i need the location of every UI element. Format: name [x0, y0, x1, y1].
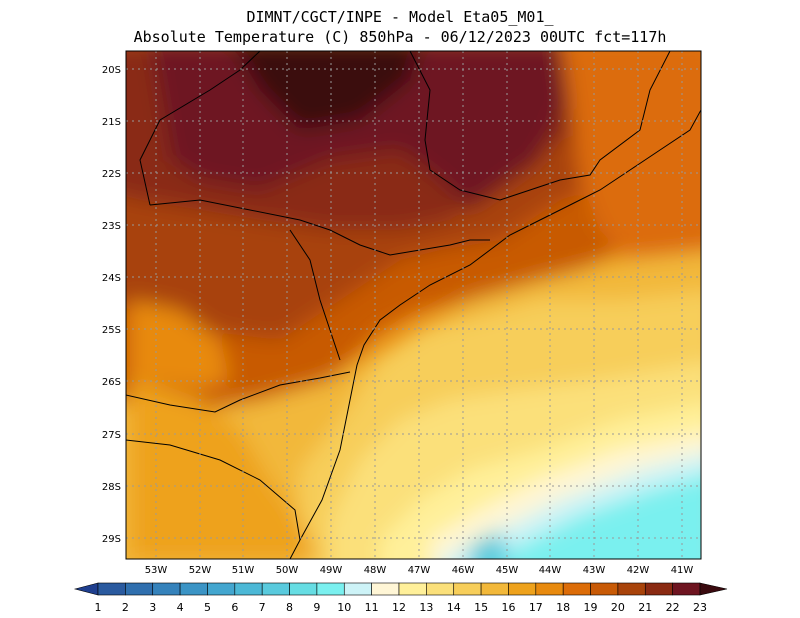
lat-label: 28S	[102, 482, 121, 493]
colorbar-label: 19	[584, 601, 598, 614]
colorbar-label: 17	[529, 601, 543, 614]
colorbar-swatch	[234, 582, 263, 596]
colorbar-label: 11	[365, 601, 379, 614]
colorbar-arrow-high	[699, 582, 728, 596]
colorbar-label: 5	[204, 601, 211, 614]
colorbar-swatch	[617, 582, 646, 596]
lon-label: 47W	[408, 565, 431, 576]
colorbar-swatch	[672, 582, 701, 596]
lon-label: 50W	[276, 565, 299, 576]
title-line-2: Absolute Temperature (C) 850hPa - 06/12/…	[134, 28, 667, 46]
colorbar-swatch	[125, 582, 154, 596]
lon-label: 46W	[452, 565, 475, 576]
lat-label: 21S	[102, 117, 121, 128]
longitude-labels: 53W 52W 51W 50W 49W 48W 47W 46W 45W 44W …	[145, 565, 694, 576]
colorbar: 1 2 3 4 5 6 7 8 9 10 11 12 13 14 15 16 17 18 19 20 21 22 23	[73, 582, 728, 614]
colorbar-label: 20	[611, 601, 625, 614]
colorbar-swatch	[508, 582, 537, 596]
lat-label: 22S	[102, 169, 121, 180]
colorbar-swatch	[562, 582, 591, 596]
colorbar-label: 14	[447, 601, 461, 614]
colorbar-label: 12	[392, 601, 406, 614]
colorbar-swatch	[480, 582, 509, 596]
colorbar-label: 6	[231, 601, 238, 614]
title-line-1: DIMNT/CGCT/INPE - Model Eta05_M01_	[246, 8, 554, 26]
colorbar-swatch	[261, 582, 290, 596]
lon-label: 42W	[627, 565, 650, 576]
colorbar-label: 13	[419, 601, 433, 614]
colorbar-label: 23	[693, 601, 707, 614]
colorbar-swatch	[316, 582, 345, 596]
lat-label: 29S	[102, 534, 121, 545]
temperature-field	[126, 51, 701, 559]
colorbar-swatch	[371, 582, 400, 596]
colorbar-swatch	[289, 582, 318, 596]
colorbar-arrow-low	[73, 582, 99, 596]
colorbar-label: 2	[122, 601, 129, 614]
gridlines	[126, 51, 701, 559]
colorbar-swatch	[97, 582, 126, 596]
lat-label: 24S	[102, 273, 121, 284]
colorbar-label: 15	[474, 601, 488, 614]
lat-label: 23S	[102, 221, 121, 232]
colorbar-swatch	[535, 582, 564, 596]
map-frame	[125, 50, 702, 560]
lat-label: 20S	[102, 65, 121, 76]
lat-label: 25S	[102, 325, 121, 336]
colorbar-swatch	[207, 582, 236, 596]
colorbar-label: 7	[259, 601, 266, 614]
lon-label: 41W	[671, 565, 694, 576]
colorbar-label: 10	[337, 601, 351, 614]
colorbar-label: 4	[177, 601, 184, 614]
lon-label: 53W	[145, 565, 168, 576]
colorbar-swatch	[343, 582, 372, 596]
colorbar-label: 18	[556, 601, 570, 614]
colorbar-swatch	[453, 582, 482, 596]
lat-label: 26S	[102, 377, 121, 388]
colorbar-label: 16	[501, 601, 515, 614]
colorbar-swatch	[179, 582, 208, 596]
lon-label: 52W	[189, 565, 212, 576]
lon-label: 48W	[364, 565, 387, 576]
colorbar-label: 21	[638, 601, 652, 614]
lon-label: 49W	[320, 565, 343, 576]
colorbar-swatch	[590, 582, 619, 596]
lon-label: 51W	[232, 565, 255, 576]
colorbar-label: 1	[95, 601, 102, 614]
lon-label: 45W	[496, 565, 519, 576]
lon-label: 44W	[539, 565, 562, 576]
colorbar-label: 9	[313, 601, 320, 614]
lon-label: 43W	[583, 565, 606, 576]
colorbar-swatch	[152, 582, 181, 596]
colorbar-label: 22	[666, 601, 680, 614]
colorbar-swatch	[426, 582, 455, 596]
colorbar-swatch	[398, 582, 427, 596]
colorbar-swatch	[644, 582, 673, 596]
colorbar-label: 8	[286, 601, 293, 614]
colorbar-label: 3	[149, 601, 156, 614]
latitude-labels: 20S 21S 22S 23S 24S 25S 26S 27S 28S 29S	[102, 65, 121, 545]
lat-label: 27S	[102, 430, 121, 441]
